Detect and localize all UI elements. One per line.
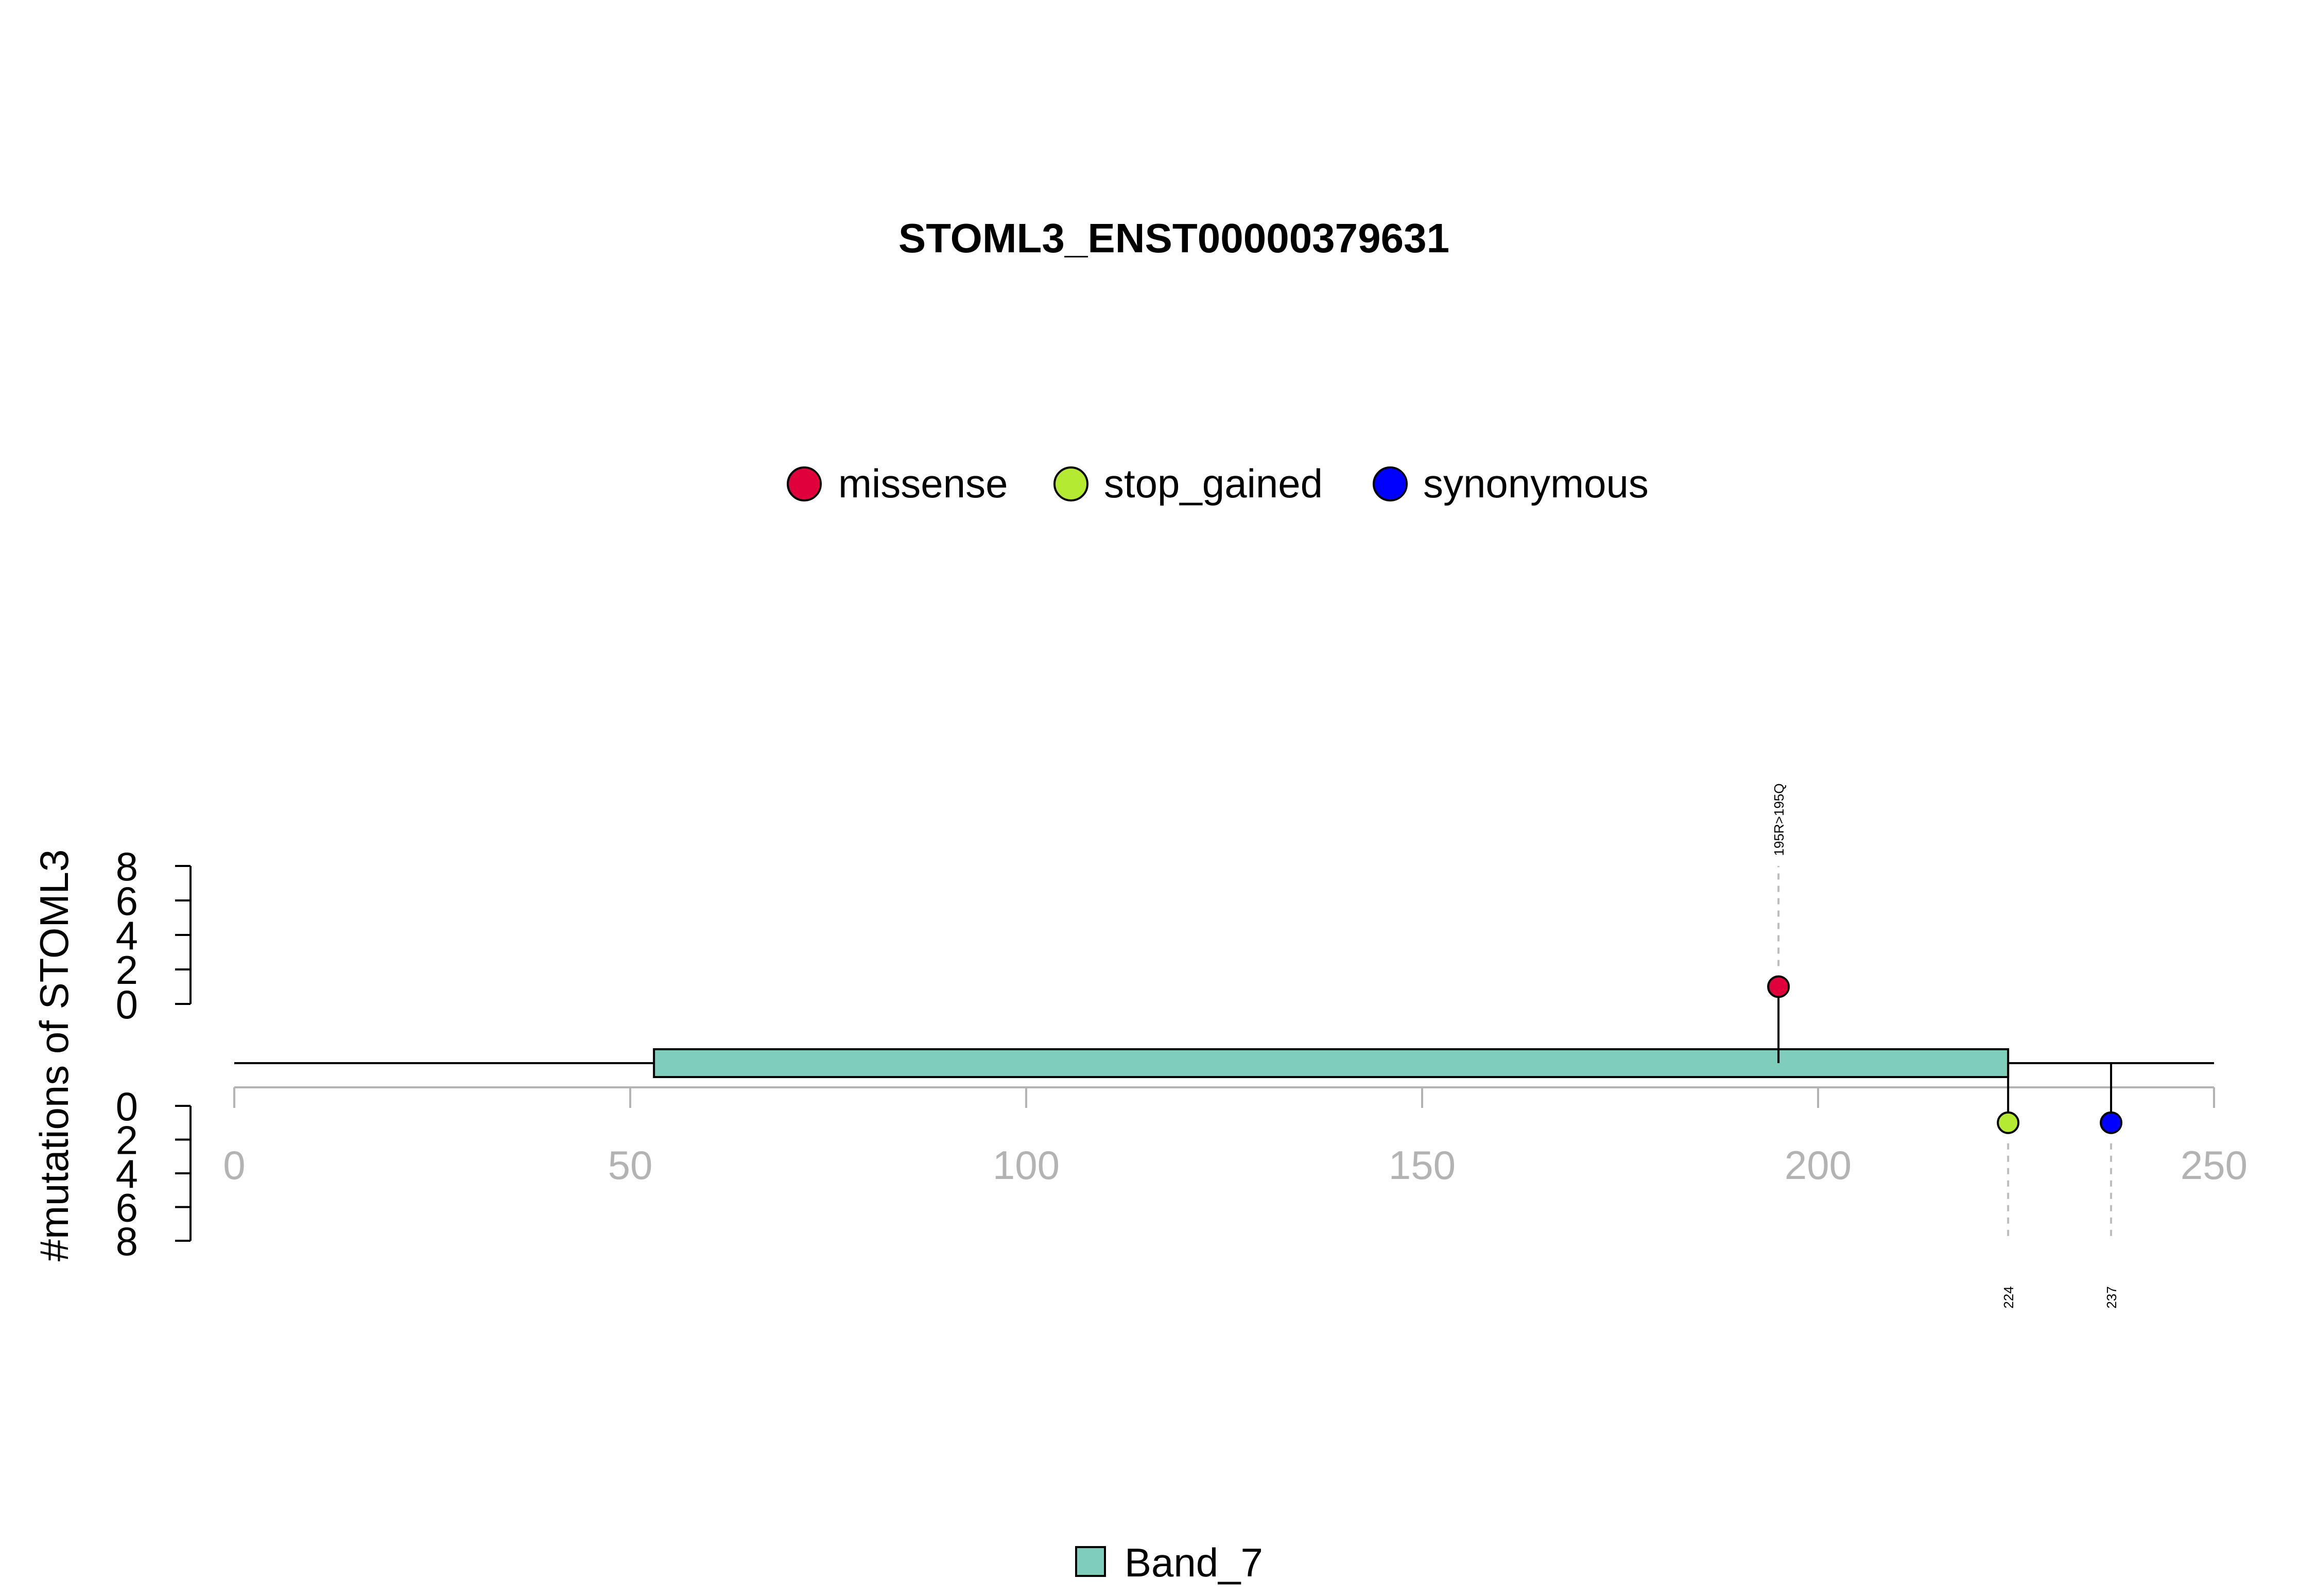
y-tick-label-bottom: 2	[116, 1118, 138, 1163]
y-tick-label-top: 8	[116, 844, 138, 889]
mutation-label: 237	[2104, 1286, 2119, 1308]
legend-marker-synonymous	[1373, 466, 1408, 501]
domain-legend: Band_7	[1075, 1540, 1263, 1585]
domain-legend-label: Band_7	[1125, 1540, 1263, 1585]
y-tick-label-bottom: 0	[116, 1084, 138, 1129]
y-tick-label-bottom: 6	[116, 1185, 138, 1230]
mutation-point-stop-gained	[1997, 1111, 2020, 1134]
domain-legend-swatch	[1075, 1546, 1106, 1577]
x-tick-label: 0	[223, 1142, 245, 1188]
legend-label-stop-gained: stop_gained	[1104, 461, 1323, 506]
x-tick-label: 100	[993, 1142, 1060, 1188]
x-tick-label: 250	[2181, 1142, 2247, 1188]
legend: missense stop_gained synonymous	[787, 461, 1649, 506]
mutation-point-synonymous	[2100, 1111, 2123, 1134]
legend-marker-missense	[787, 466, 822, 501]
y-tick-label-bottom: 4	[116, 1151, 138, 1196]
legend-label-missense: missense	[838, 461, 1008, 506]
y-tick-label-top: 0	[116, 982, 138, 1027]
y-axis-label: #mutations of STOML3	[31, 849, 77, 1262]
y-tick-label-bottom: 8	[116, 1219, 138, 1264]
y-tick-label-top: 2	[116, 947, 138, 993]
x-tick-label: 200	[1785, 1142, 1852, 1188]
y-tick-label-top: 6	[116, 878, 138, 924]
x-tick-label: 50	[608, 1142, 653, 1188]
domain-band-7	[653, 1048, 2010, 1078]
mutation-label: 224	[2001, 1286, 2016, 1308]
y-tick-label-top: 4	[116, 913, 138, 958]
legend-marker-stop-gained	[1053, 466, 1088, 501]
legend-label-synonymous: synonymous	[1423, 461, 1649, 506]
mutation-point-missense	[1767, 975, 1790, 998]
chart-title: STOML3_ENST00000379631	[898, 215, 1449, 261]
mutation-label: 195R>195Q	[1771, 784, 1787, 856]
x-tick-label: 150	[1389, 1142, 1456, 1188]
